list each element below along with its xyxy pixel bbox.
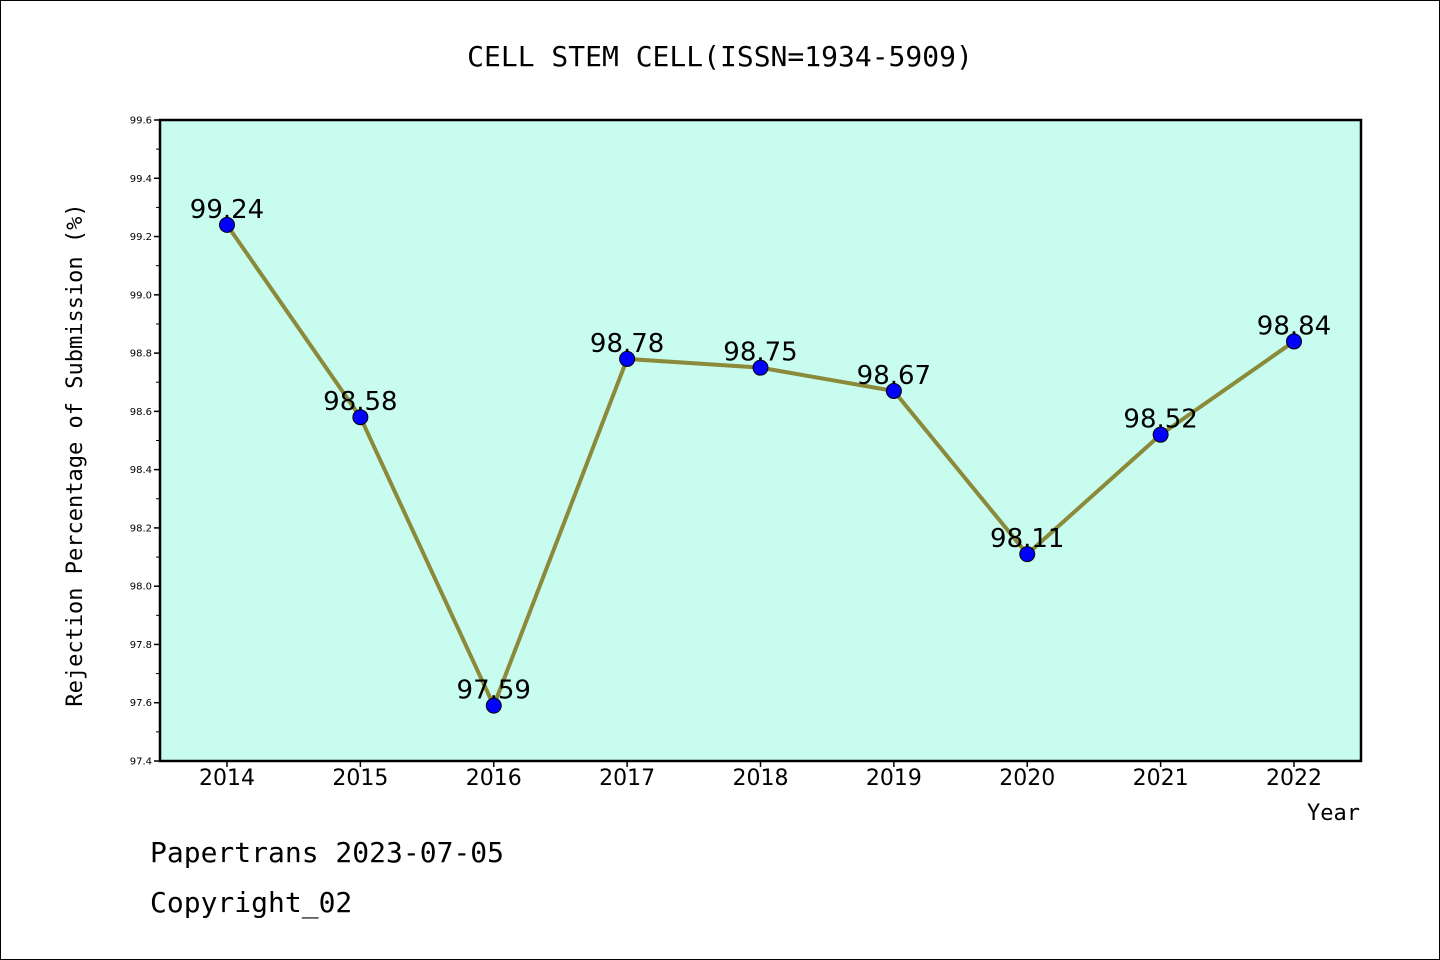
y-tick-label: 98.2: [130, 523, 152, 534]
data-point: [1019, 546, 1036, 563]
data-point: [352, 409, 369, 426]
y-tick-label: 97.6: [130, 698, 152, 709]
x-tick-label: 2018: [733, 766, 789, 791]
data-point: [219, 216, 235, 233]
x-tick-label: 2016: [466, 766, 522, 791]
data-label: 97.59: [457, 676, 531, 706]
x-axis: 2014 2015 2016 2017 2018 2019 2020 2021 2022: [199, 761, 1322, 791]
x-tick-label: 2019: [866, 766, 922, 791]
y-tick-label: 98.6: [130, 407, 152, 418]
y-tick-label: 98.4: [130, 465, 152, 476]
plot-area: [158, 118, 1363, 763]
y-tick-label: 97.4: [130, 757, 152, 768]
data-label: 98.75: [723, 338, 797, 368]
footer-copyright-line: Copyright_02: [150, 886, 353, 919]
data-label: 98.11: [990, 524, 1064, 554]
data-point: [885, 382, 902, 399]
data-point: [485, 697, 502, 714]
data-markers: [219, 216, 1302, 714]
y-axis-label: Rejection Percentage of Submission (%): [63, 203, 88, 706]
data-label: 98.52: [1123, 405, 1197, 435]
x-tick-label: 2021: [1133, 766, 1189, 791]
y-tick-label: 99.0: [130, 290, 152, 301]
data-label: 98.58: [323, 387, 397, 417]
x-tick-label: 2022: [1266, 766, 1322, 791]
data-point: [1286, 333, 1302, 350]
y-tick-label: 99.4: [130, 174, 152, 185]
x-tick-label: 2017: [599, 766, 655, 791]
y-tick-label: 99.2: [130, 232, 152, 243]
y-tick-label: 98.0: [130, 582, 152, 593]
data-labels: 99.24 98.58 97.59 98.78 98.75 98.67 98.11 98.52…: [190, 195, 1331, 706]
data-label: 98.67: [857, 361, 931, 391]
y-tick-label: 98.8: [130, 349, 152, 360]
y-axis: 97.4 97.6 97.8 98.0 98.2 98.4 98.6 98.8 99.0 99.2…: [130, 116, 160, 768]
y-tick-label: 97.8: [130, 640, 152, 651]
data-point: [1152, 426, 1169, 443]
chart-title: CELL STEM CELL(ISSN=1934-5909): [467, 40, 973, 73]
x-tick-label: 2020: [999, 766, 1055, 791]
x-tick-label: 2014: [199, 766, 255, 791]
x-tick-label: 2015: [332, 766, 388, 791]
data-label: 99.24: [190, 195, 264, 225]
data-label: 98.78: [590, 329, 664, 359]
data-label: 98.84: [1257, 311, 1331, 341]
footer-date-line: Papertrans 2023-07-05: [150, 836, 505, 869]
x-axis-label: Year: [1307, 801, 1360, 826]
y-tick-label: 99.6: [130, 116, 152, 127]
data-point: [619, 350, 636, 367]
data-point: [752, 359, 769, 376]
